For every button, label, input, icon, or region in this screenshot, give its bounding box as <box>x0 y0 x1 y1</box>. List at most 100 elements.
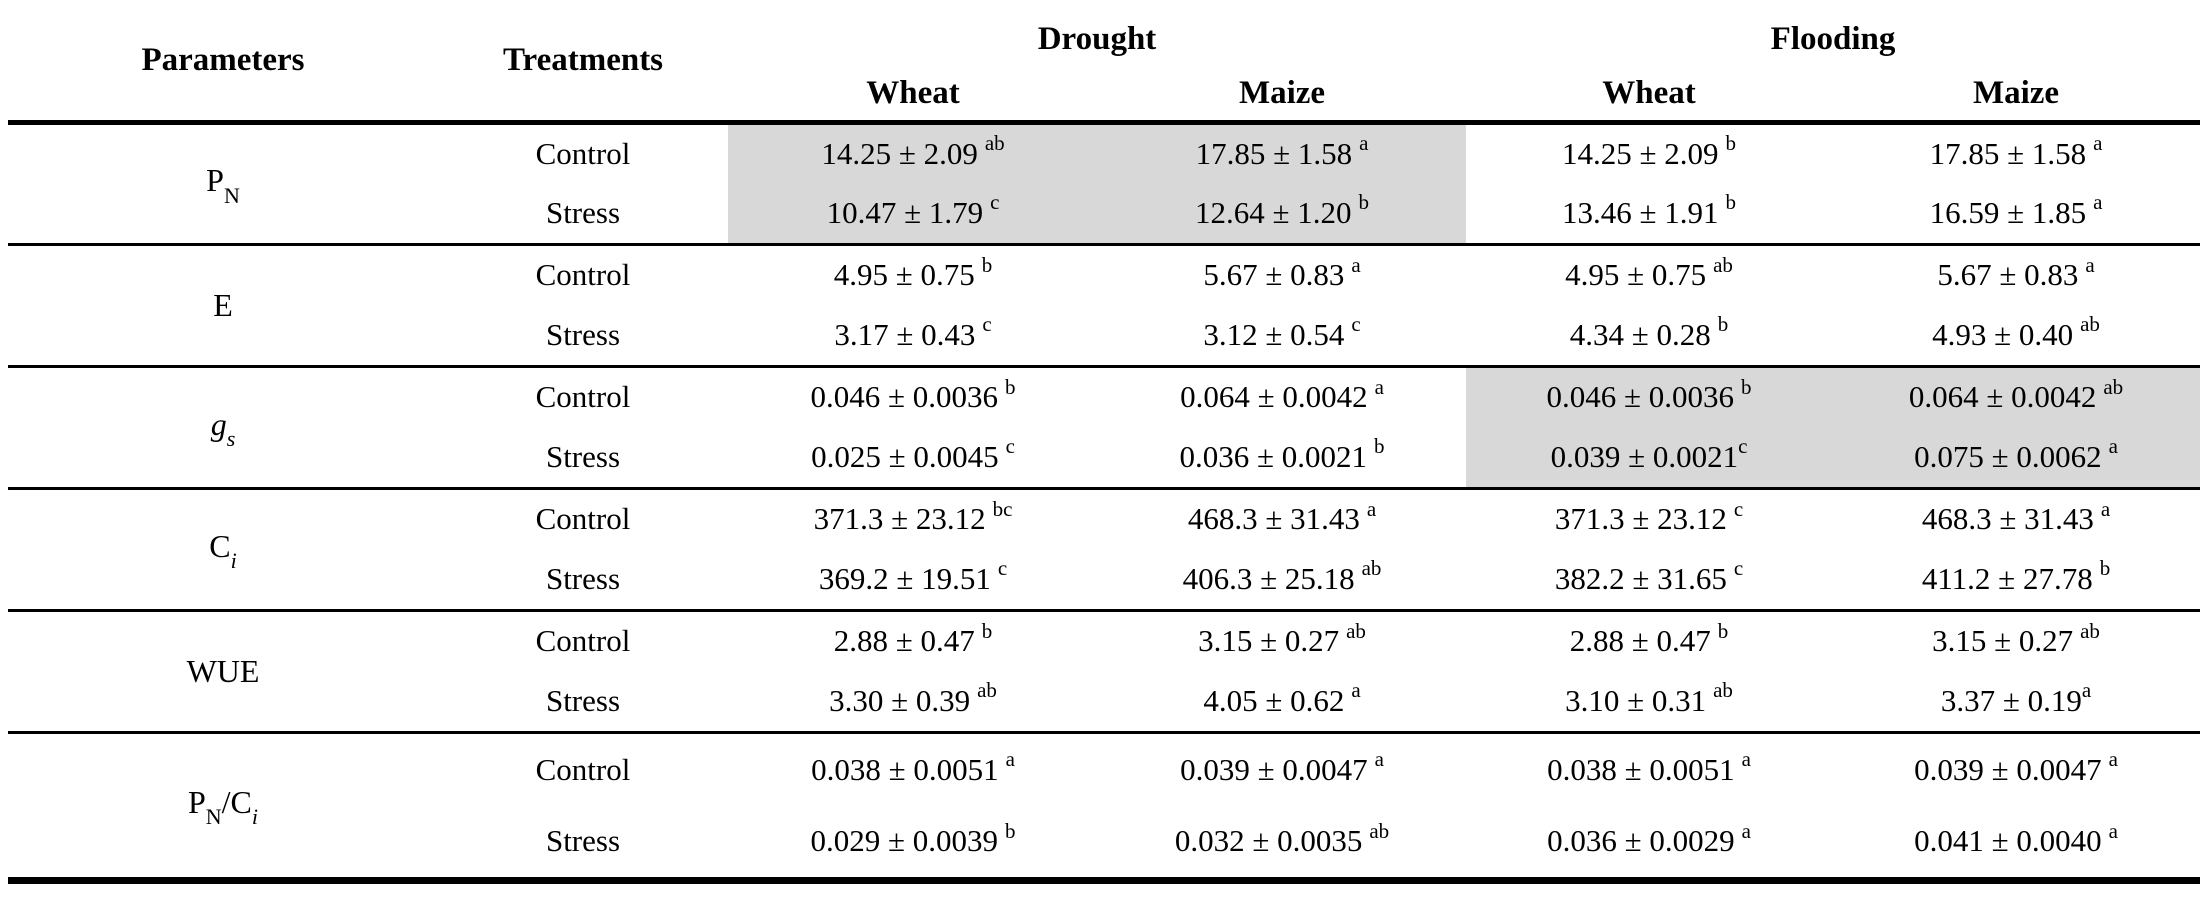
significance-letter: ab <box>1361 556 1382 581</box>
value-cell: 2.88 ± 0.47 b <box>1466 610 1832 671</box>
significance-letter: a <box>1741 747 1751 772</box>
significance-letter: a <box>1741 818 1751 843</box>
value-cell: 0.039 ± 0.0047 a <box>1832 732 2200 806</box>
significance-letter: a <box>1359 131 1369 156</box>
mean-sd-value: 14.25 ± 2.09 <box>821 135 978 171</box>
table-row: Stress 10.47 ± 1.79 c 12.64 ± 1.20 b 13.46 ± … <box>8 183 2200 244</box>
significance-letter: c <box>1733 556 1744 581</box>
significance-letter: a <box>2085 252 2095 277</box>
significance-letter: c <box>1351 312 1361 337</box>
value-cell: 0.036 ± 0.0029 a <box>1466 806 1832 880</box>
value-cell: 0.039 ± 0.0047 a <box>1098 732 1466 806</box>
significance-letter: b <box>1717 312 1729 337</box>
mean-sd-value: 0.036 ± 0.0021 <box>1179 438 1368 474</box>
value-cell: 14.25 ± 2.09 ab <box>728 122 1098 183</box>
header-row-species: Wheat Maize Wheat Maize <box>8 66 2200 122</box>
value-cell: 382.2 ± 31.65 c <box>1466 549 1832 610</box>
mean-sd-value: 382.2 ± 31.65 <box>1554 560 1727 596</box>
treatment-label: Stress <box>545 194 621 230</box>
mean-sd-value: 371.3 ± 23.12 <box>813 501 986 537</box>
value-cell: 468.3 ± 31.43 a <box>1098 488 1466 549</box>
mean-sd-value: 0.075 ± 0.0062 <box>1914 438 2102 474</box>
mean-sd-value: 0.025 ± 0.0045 <box>811 438 999 474</box>
significance-letter: b <box>1741 374 1752 399</box>
mean-sd-value: 0.038 ± 0.0051 <box>811 751 999 787</box>
table-row: WUE Control 2.88 ± 0.47 b 3.15 ± 0.27 ab 2.88 … <box>8 610 2200 688</box>
significance-letter: c <box>997 556 1008 581</box>
mean-sd-value: 16.59 ± 1.85 <box>1929 194 2087 230</box>
value-cell: 3.10 ± 0.31 ab <box>1466 671 1832 732</box>
col-header-drought-wheat: Wheat <box>866 74 960 111</box>
significance-letter: a <box>2108 818 2118 843</box>
mean-sd-value: 17.85 ± 1.58 <box>1195 135 1353 171</box>
param-label-part: P <box>187 783 206 820</box>
param-label: PN/Ci <box>8 732 438 880</box>
treatment-label: Control <box>535 379 631 415</box>
mean-sd-value: 12.64 ± 1.20 <box>1195 194 1352 230</box>
significance-letter: ab <box>2080 618 2100 643</box>
significance-letter: ab <box>1369 818 1390 843</box>
value-cell: 5.67 ± 0.83 a <box>1832 244 2200 305</box>
treatment-label: Control <box>535 135 631 171</box>
param-label-part: /C <box>221 783 252 820</box>
significance-letter: ab <box>977 678 997 703</box>
value-cell: 0.075 ± 0.0062 a <box>1832 427 2201 488</box>
mean-sd-value: 0.038 ± 0.0051 <box>1547 751 1735 787</box>
significance-letter: b <box>1005 818 1016 843</box>
mean-sd-value: 13.46 ± 1.91 <box>1562 194 1719 230</box>
significance-letter: b <box>981 618 993 643</box>
table-row: Stress 0.029 ± 0.0039 b 0.032 ± 0.0035 ab 0.0… <box>8 806 2200 880</box>
significance-letter: b <box>1005 374 1016 399</box>
treatment-label: Stress <box>545 682 621 718</box>
value-cell: 411.2 ± 27.78 b <box>1832 549 2200 610</box>
mean-sd-value: 0.032 ± 0.0035 <box>1174 823 1363 859</box>
significance-letter: a <box>1005 747 1015 772</box>
table-row: gs Control 0.046 ± 0.0036 b 0.064 ± 0.0042 a 0… <box>8 366 2201 451</box>
table-header: Parameters Treatments Drought Flooding W… <box>8 0 2201 122</box>
significance-letter: a <box>1374 374 1384 399</box>
mean-sd-value: 3.12 ± 0.54 <box>1203 316 1345 352</box>
value-cell: 17.85 ± 1.58 a <box>1832 122 2200 183</box>
table-row: Stress 3.30 ± 0.39 ab 4.05 ± 0.62 a 3.10 ± 0.… <box>8 671 2200 732</box>
mean-sd-value: 0.029 ± 0.0039 <box>810 823 998 859</box>
param-label-part: g <box>210 405 227 442</box>
value-cell: 0.064 ± 0.0042 ab <box>1832 366 2201 427</box>
value-cell: 16.59 ± 1.85 a <box>1832 183 2200 244</box>
value-cell: 4.95 ± 0.75 b <box>728 244 1098 305</box>
value-cell: 369.2 ± 19.51 c <box>728 549 1098 610</box>
param-label-part: s <box>226 426 236 452</box>
mean-sd-value: 17.85 ± 1.58 <box>1929 135 2087 171</box>
param-label-part: P <box>206 162 224 199</box>
value-cell: 3.17 ± 0.43 c <box>728 305 1098 366</box>
significance-letter: b <box>1374 434 1385 459</box>
significance-letter: b <box>981 252 993 277</box>
value-cell: 2.88 ± 0.47 b <box>728 610 1098 671</box>
mean-sd-value: 3.10 ± 0.31 <box>1565 682 1707 718</box>
significance-letter: a <box>1374 747 1384 772</box>
param-label-part: i <box>251 804 259 830</box>
mean-sd-value: 10.47 ± 1.79 <box>826 194 984 230</box>
value-cell: 3.37 ± 0.19a <box>1832 671 2200 732</box>
significance-letter: a <box>2093 190 2103 215</box>
significance-letter: c <box>990 190 1000 215</box>
value-cell: 0.041 ± 0.0040 a <box>1832 806 2200 880</box>
significance-letter: ab <box>2103 374 2124 399</box>
mean-sd-value: 406.3 ± 25.18 <box>1182 560 1355 596</box>
significance-letter: b <box>1725 190 1737 215</box>
table-row: Stress 0.025 ± 0.0045 c 0.036 ± 0.0021 b 0.03… <box>8 427 2201 488</box>
parameter-group: PN/Ci Control 0.038 ± 0.0051 a 0.039 ± 0.004… <box>8 732 2201 880</box>
value-cell: 0.039 ± 0.0021c <box>1466 427 1833 488</box>
value-cell: 3.30 ± 0.39 ab <box>728 671 1098 732</box>
param-label: WUE <box>8 610 438 732</box>
value-cell: 12.64 ± 1.20 b <box>1098 183 1467 244</box>
value-cell: 14.25 ± 2.09 b <box>1466 122 1832 183</box>
mean-sd-value: 0.046 ± 0.0036 <box>1546 379 1735 415</box>
mean-sd-value: 0.064 ± 0.0042 <box>1908 379 2097 415</box>
value-cell: 4.05 ± 0.62 a <box>1098 671 1466 732</box>
param-label-part: C <box>209 527 231 564</box>
col-header-drought-maize: Maize <box>1238 74 1326 111</box>
significance-letter: ab <box>1713 252 1733 277</box>
param-label: E <box>8 244 438 366</box>
parameter-group: gs Control 0.046 ± 0.0036 b 0.064 ± 0.0042 a 0… <box>8 366 2201 488</box>
value-cell: 0.029 ± 0.0039 b <box>728 806 1098 880</box>
